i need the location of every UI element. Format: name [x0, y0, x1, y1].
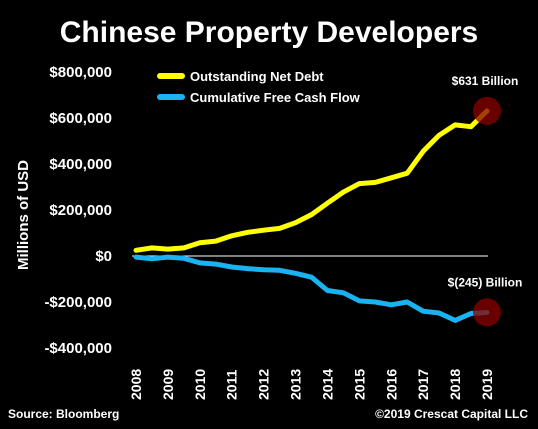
- y-tick-label: $800,000: [49, 64, 112, 81]
- y-tick-label: -$200,000: [44, 294, 112, 311]
- x-tick-label: 2012: [256, 369, 272, 400]
- y-axis-label: Millions of USD: [15, 160, 32, 270]
- series-line-1: [133, 254, 490, 323]
- x-tick-label: 2009: [160, 369, 176, 400]
- x-tick-label: 2010: [192, 369, 208, 400]
- y-tick-labels: $800,000 $600,000 $400,000 $200,000 $0 -$200,…: [44, 64, 112, 357]
- legend-label: Cumulative Free Cash Flow: [190, 90, 361, 105]
- chart-title: Chinese Property Developers: [60, 16, 479, 49]
- y-tick-label: $200,000: [49, 202, 112, 219]
- y-tick-label: $400,000: [49, 156, 112, 173]
- callouts: $631 Billion $(245) Billion: [448, 74, 523, 327]
- x-tick-label: 2008: [128, 369, 144, 400]
- callout-marker: [473, 96, 501, 125]
- callout-label: $631 Billion: [452, 74, 519, 88]
- y-tick-label: $600,000: [49, 110, 112, 127]
- legend-label: Outstanding Net Debt: [190, 69, 324, 84]
- x-tick-label: 2018: [447, 369, 463, 400]
- x-tick-label: 2016: [383, 369, 399, 400]
- callout-marker: [473, 298, 501, 327]
- x-tick-label: 2011: [224, 369, 240, 400]
- x-tick-label: 2013: [288, 369, 304, 400]
- x-tick-label: 2017: [415, 369, 431, 400]
- source-note: Source: Bloomberg: [8, 407, 119, 421]
- y-tick-label: $0: [95, 248, 112, 265]
- x-tick-label: 2019: [479, 369, 495, 400]
- x-tick-label: 2015: [351, 369, 367, 400]
- copyright-note: ©2019 Crescat Capital LLC: [375, 407, 528, 421]
- legend: Outstanding Net Debt Cumulative Free Cash…: [157, 69, 361, 105]
- y-tick-label: -$400,000: [44, 340, 112, 357]
- x-tick-labels: 2008 2009 2010 2011 2012 2013 2014 2015 2016 2017…: [128, 369, 495, 400]
- series-line-0: [133, 108, 490, 253]
- series-lines: [133, 108, 490, 323]
- x-tick-label: 2014: [319, 369, 335, 400]
- callout-label: $(245) Billion: [448, 275, 523, 289]
